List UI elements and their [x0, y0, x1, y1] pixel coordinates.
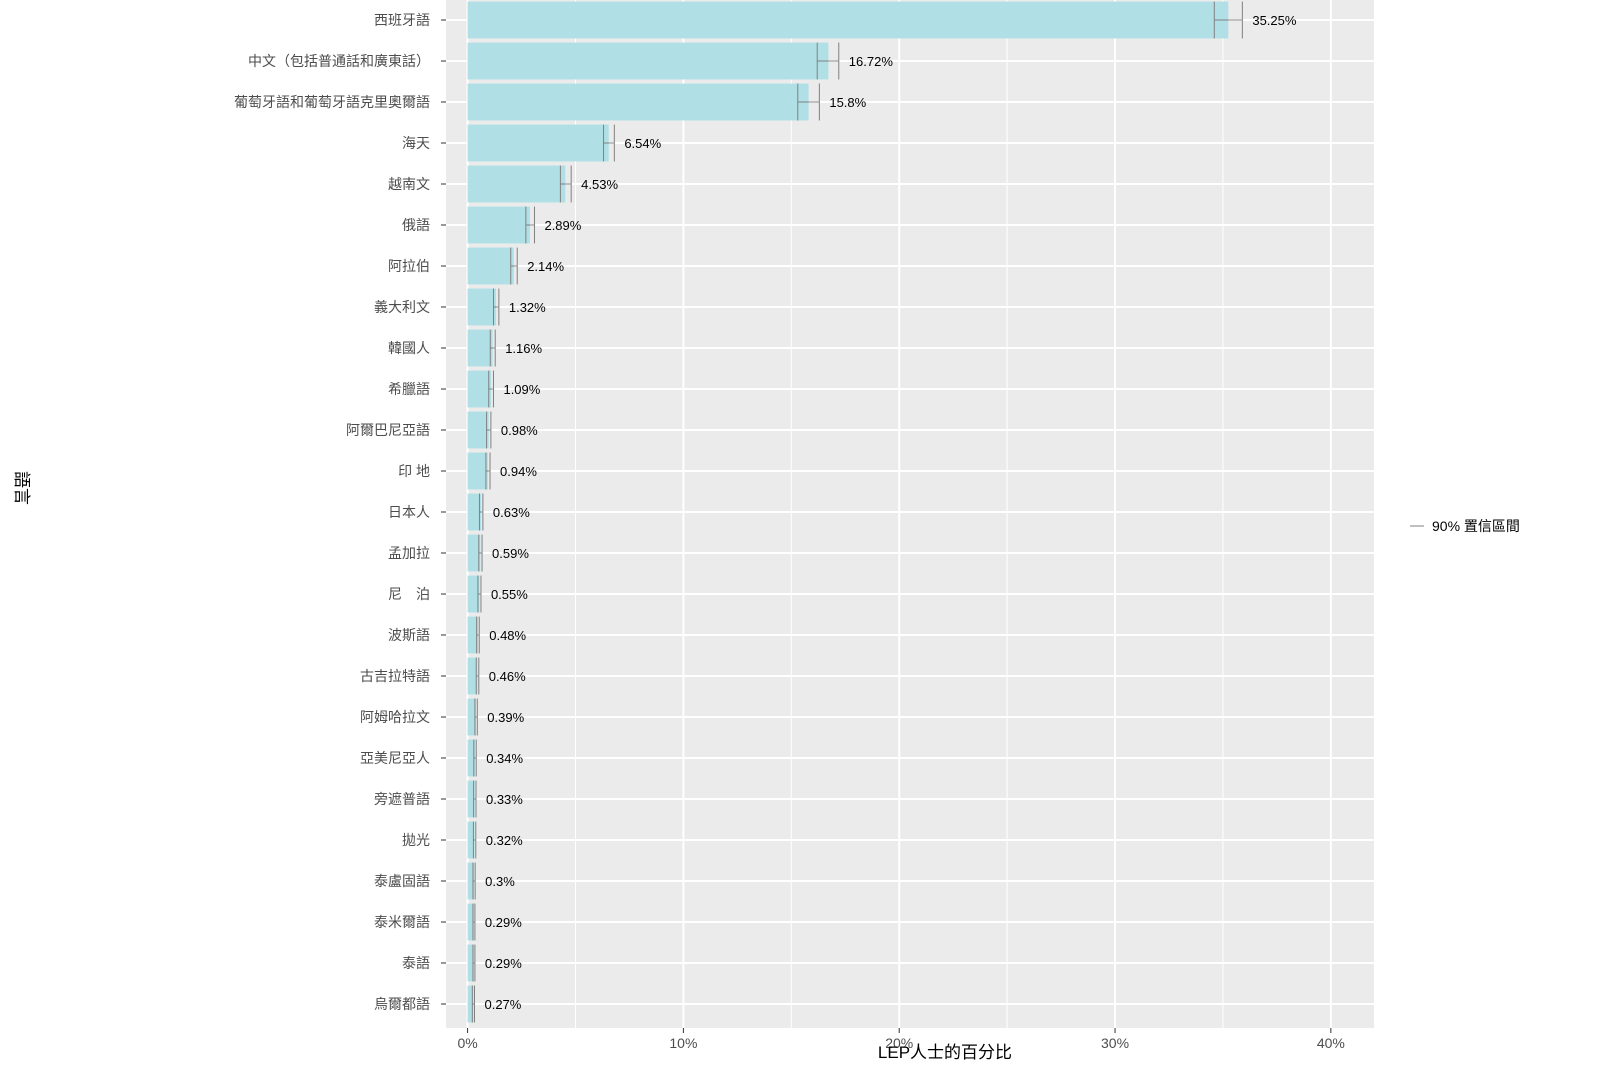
category-label-9: 希臘語 [388, 381, 430, 397]
bar-22 [467, 903, 474, 941]
category-label-13: 孟加拉 [388, 545, 430, 561]
bar-15 [467, 616, 478, 654]
bar-5 [467, 206, 530, 244]
category-label-16: 古吉拉特語 [360, 668, 430, 684]
value-label-10: 0.98% [501, 423, 538, 438]
bars [467, 1, 1229, 1023]
bar-16 [467, 657, 478, 695]
value-label-5: 2.89% [544, 218, 581, 233]
value-label-23: 0.29% [485, 956, 522, 971]
value-label-8: 1.16% [505, 341, 542, 356]
value-label-22: 0.29% [485, 915, 522, 930]
value-labels: 35.25% 16.72% 15.8% 6.54% 4.53% 2.89% 2.14% 1.3… [484, 13, 1296, 1012]
bar-3 [467, 124, 609, 162]
category-label-21: 泰盧固語 [374, 873, 430, 889]
confidence-intervals [471, 1, 1243, 1023]
category-label-22: 泰米爾語 [374, 914, 430, 930]
bar-13 [467, 534, 481, 572]
bar-24 [467, 985, 474, 1023]
value-label-15: 0.48% [489, 628, 526, 643]
value-label-14: 0.55% [491, 587, 528, 602]
value-label-12: 0.63% [493, 505, 530, 520]
category-label-15: 波斯語 [388, 627, 430, 643]
value-label-6: 2.14% [527, 259, 564, 274]
legend: 90% 置信區間 [1410, 518, 1520, 534]
bar-6 [467, 247, 514, 285]
category-label-4: 越南文 [388, 176, 430, 192]
value-label-20: 0.32% [486, 833, 523, 848]
bar-12 [467, 493, 482, 531]
bar-21 [467, 862, 475, 900]
category-label-7: 義大利文 [374, 299, 430, 315]
category-label-19: 旁遮普語 [374, 791, 430, 807]
category-label-23: 泰語 [402, 955, 430, 971]
x-tick-label-1: 10% [669, 1035, 697, 1051]
category-label-20: 拋光 [402, 832, 430, 848]
value-label-3: 6.54% [624, 136, 661, 151]
category-label-18: 亞美尼亞人 [360, 750, 430, 766]
x-tick-label-3: 30% [1101, 1035, 1129, 1051]
bar-0 [467, 1, 1229, 39]
bar-17 [467, 698, 476, 736]
value-label-1: 16.72% [849, 54, 894, 69]
category-label-2: 葡萄牙語和葡萄牙語克里奧爾語 [234, 94, 430, 110]
x-tick-label-4: 40% [1317, 1035, 1345, 1051]
category-label-17: 阿姆哈拉文 [360, 709, 430, 725]
bar-1 [467, 42, 829, 80]
value-label-16: 0.46% [489, 669, 526, 684]
category-label-0: 西班牙語 [374, 12, 430, 28]
category-label-10: 阿爾巴尼亞語 [346, 422, 430, 438]
bar-18 [467, 739, 475, 777]
value-label-19: 0.33% [486, 792, 523, 807]
category-label-1: 中文（包括普通話和廣東話） [248, 53, 430, 69]
x-axis-ticks: 0% 10% 20% 30% 40% [457, 1028, 1345, 1051]
value-label-9: 1.09% [503, 382, 540, 397]
value-label-7: 1.32% [509, 300, 546, 315]
bar-7 [467, 288, 497, 326]
x-axis-title: LEP人士的百分比 [878, 1043, 1012, 1062]
value-label-18: 0.34% [486, 751, 523, 766]
category-label-24: 烏爾都語 [374, 996, 430, 1012]
value-label-17: 0.39% [487, 710, 524, 725]
bar-9 [467, 370, 492, 408]
plot-panel [446, 0, 1374, 1028]
bar-10 [467, 411, 489, 449]
category-label-8: 韓國人 [388, 340, 430, 356]
bar-8 [467, 329, 493, 367]
category-label-12: 日本人 [388, 504, 430, 520]
category-label-3: 海天 [402, 135, 430, 151]
bar-11 [467, 452, 488, 490]
bar-4 [467, 165, 566, 203]
bar-2 [467, 83, 809, 121]
x-tick-label-2: 20% [885, 1035, 913, 1051]
category-label-5: 俄語 [402, 217, 430, 233]
value-label-13: 0.59% [492, 546, 529, 561]
value-label-24: 0.27% [484, 997, 521, 1012]
value-label-2: 15.8% [829, 95, 866, 110]
bar-14 [467, 575, 480, 613]
bar-19 [467, 780, 475, 818]
value-label-11: 0.94% [500, 464, 537, 479]
bar-20 [467, 821, 475, 859]
value-label-0: 35.25% [1252, 13, 1297, 28]
x-tick-label-0: 0% [457, 1035, 477, 1051]
legend-ci-label: 90% 置信區間 [1432, 518, 1520, 534]
category-label-11: 印 地 [398, 463, 430, 479]
category-label-14: 尼 泊 [388, 586, 430, 602]
value-label-21: 0.3% [485, 874, 515, 889]
bar-23 [467, 944, 474, 982]
value-label-4: 4.53% [581, 177, 618, 192]
y-axis-title: 語言 [12, 471, 31, 505]
category-label-6: 阿拉伯 [388, 258, 430, 274]
